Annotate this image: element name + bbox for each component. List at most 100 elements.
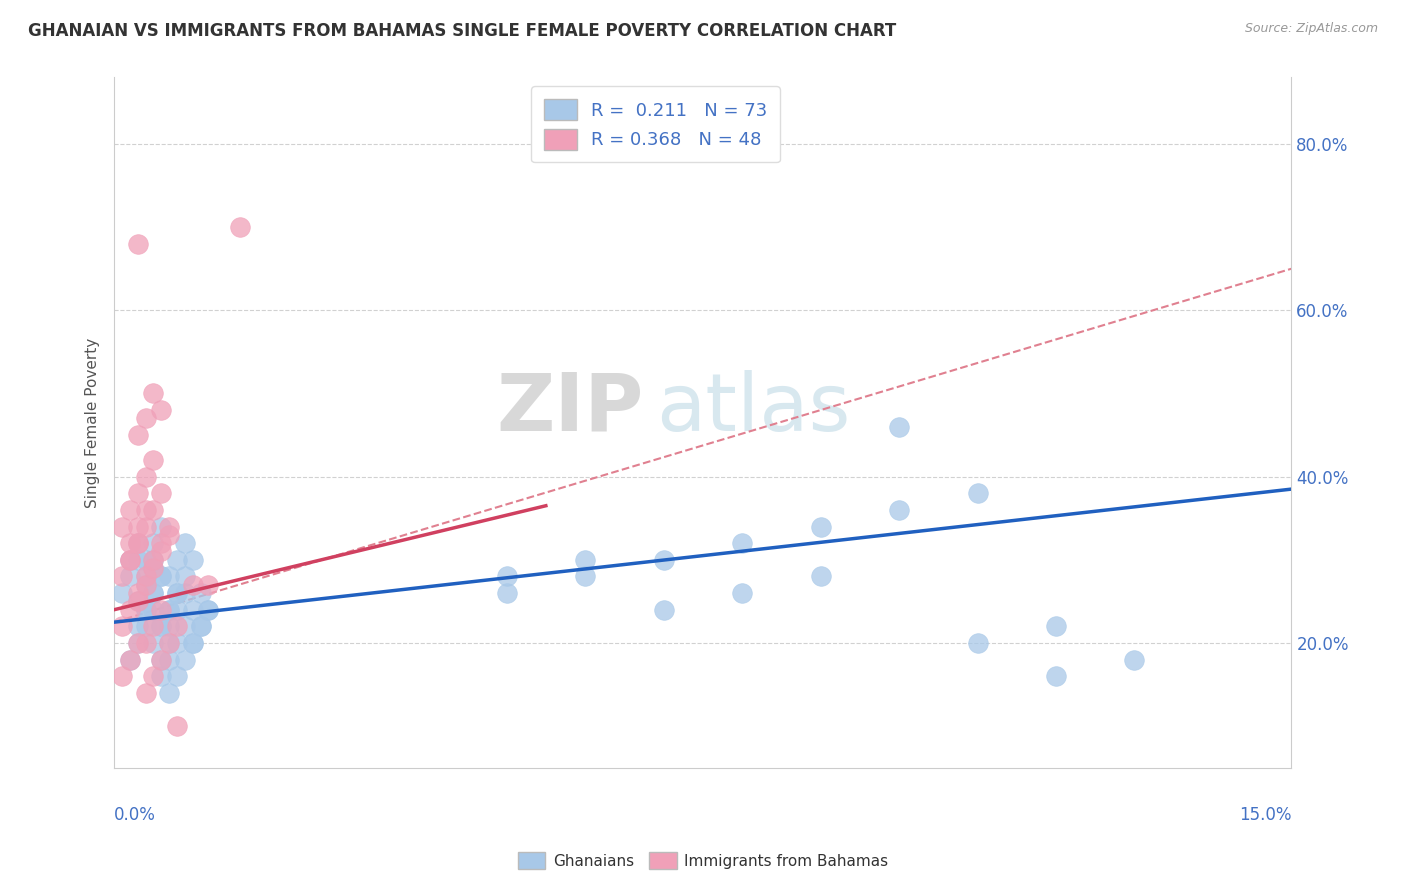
Point: [111, 619, 134, 633]
Point: [166, 669, 188, 683]
Point: [887, 419, 910, 434]
Point: [166, 719, 188, 733]
Point: [142, 386, 165, 401]
Point: [157, 636, 180, 650]
Point: [150, 652, 173, 666]
Point: [118, 553, 141, 567]
Point: [127, 594, 149, 608]
Point: [150, 486, 173, 500]
Point: [157, 603, 180, 617]
Point: [495, 586, 517, 600]
Point: [135, 603, 157, 617]
Point: [173, 619, 195, 633]
Point: [181, 636, 204, 650]
Point: [157, 636, 180, 650]
Point: [142, 603, 165, 617]
Point: [118, 569, 141, 583]
Point: [127, 594, 149, 608]
Point: [1045, 619, 1067, 633]
Point: [142, 619, 165, 633]
Text: Source: ZipAtlas.com: Source: ZipAtlas.com: [1244, 22, 1378, 36]
Text: 15.0%: 15.0%: [1239, 805, 1292, 823]
Point: [118, 503, 141, 517]
Point: [127, 636, 149, 650]
Point: [166, 586, 188, 600]
Point: [966, 636, 988, 650]
Point: [127, 536, 149, 550]
Point: [118, 536, 141, 550]
Point: [142, 586, 165, 600]
Point: [135, 578, 157, 592]
Point: [652, 603, 675, 617]
Point: [135, 569, 157, 583]
Point: [135, 578, 157, 592]
Point: [135, 569, 157, 583]
Point: [150, 603, 173, 617]
Point: [887, 503, 910, 517]
Point: [181, 578, 204, 592]
Point: [150, 544, 173, 558]
Point: [810, 519, 832, 533]
Point: [150, 652, 173, 666]
Point: [142, 503, 165, 517]
Point: [127, 619, 149, 633]
Point: [173, 586, 195, 600]
Point: [142, 553, 165, 567]
Point: [181, 603, 204, 617]
Y-axis label: Single Female Poverty: Single Female Poverty: [86, 337, 100, 508]
Point: [229, 220, 252, 235]
Text: 0.0%: 0.0%: [114, 805, 156, 823]
Point: [150, 403, 173, 417]
Point: [166, 619, 188, 633]
Point: [135, 619, 157, 633]
Point: [135, 603, 157, 617]
Point: [173, 536, 195, 550]
Point: [142, 561, 165, 575]
Point: [135, 636, 157, 650]
Legend: Ghanaians, Immigrants from Bahamas: Ghanaians, Immigrants from Bahamas: [512, 846, 894, 875]
Point: [166, 553, 188, 567]
Point: [157, 686, 180, 700]
Point: [150, 569, 173, 583]
Point: [127, 428, 149, 442]
Point: [166, 636, 188, 650]
Point: [157, 528, 180, 542]
Point: [118, 652, 141, 666]
Point: [166, 586, 188, 600]
Point: [142, 669, 165, 683]
Point: [197, 578, 219, 592]
Point: [111, 569, 134, 583]
Text: ZIP: ZIP: [496, 370, 644, 448]
Point: [135, 411, 157, 425]
Point: [118, 652, 141, 666]
Point: [111, 586, 134, 600]
Text: atlas: atlas: [655, 370, 851, 448]
Point: [127, 519, 149, 533]
Point: [118, 553, 141, 567]
Point: [173, 569, 195, 583]
Point: [181, 553, 204, 567]
Point: [1123, 652, 1146, 666]
Point: [731, 536, 754, 550]
Point: [150, 519, 173, 533]
Point: [127, 536, 149, 550]
Point: [127, 586, 149, 600]
Point: [173, 652, 195, 666]
Point: [150, 619, 173, 633]
Point: [966, 486, 988, 500]
Point: [127, 536, 149, 550]
Point: [135, 553, 157, 567]
Point: [731, 586, 754, 600]
Point: [135, 469, 157, 483]
Point: [197, 603, 219, 617]
Point: [190, 619, 212, 633]
Point: [135, 503, 157, 517]
Point: [142, 586, 165, 600]
Point: [142, 561, 165, 575]
Point: [127, 636, 149, 650]
Point: [150, 669, 173, 683]
Point: [157, 519, 180, 533]
Point: [127, 236, 149, 251]
Point: [111, 669, 134, 683]
Point: [142, 536, 165, 550]
